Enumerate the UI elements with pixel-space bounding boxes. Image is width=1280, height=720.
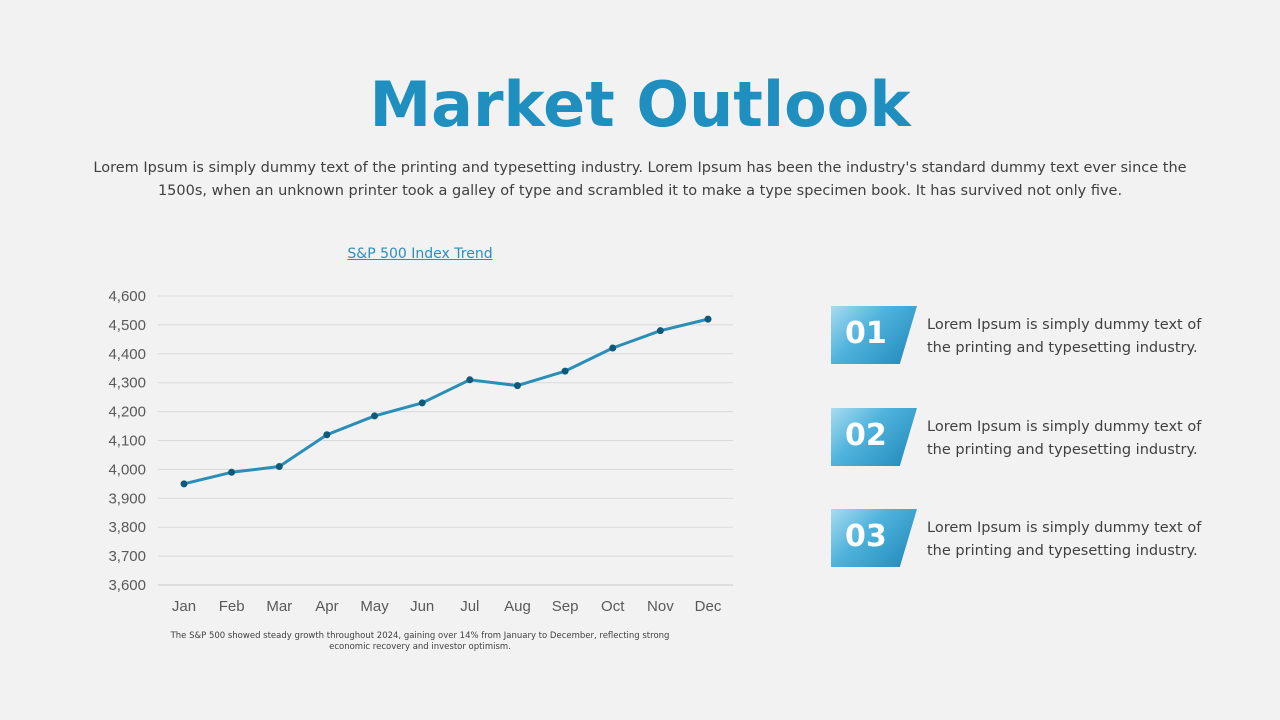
- data-point: [371, 412, 379, 420]
- x-tick-label: Dec: [695, 598, 722, 615]
- x-tick-label: Jul: [460, 598, 479, 615]
- y-tick-label: 3,700: [108, 548, 146, 565]
- y-tick-label: 4,600: [108, 288, 146, 305]
- chart-caption: The S&P 500 showed steady growth through…: [170, 631, 670, 652]
- number-badge: 03: [831, 509, 917, 567]
- x-tick-label: Oct: [601, 598, 625, 615]
- data-point: [513, 382, 521, 390]
- x-tick-label: Aug: [504, 598, 531, 615]
- y-tick-label: 4,200: [108, 404, 146, 421]
- number-badge: 01: [831, 306, 917, 364]
- data-point: [609, 344, 617, 352]
- x-tick-label: Mar: [266, 598, 292, 615]
- x-tick-label: May: [360, 598, 389, 615]
- y-tick-label: 3,600: [108, 577, 146, 594]
- data-point: [704, 315, 712, 323]
- x-tick-label: Nov: [647, 598, 674, 615]
- line-chart: 3,600 3,700 3,800 3,900 4,000 4,100 4,200 4,300…: [108, 288, 733, 615]
- data-point: [275, 463, 283, 471]
- y-tick-label: 4,400: [108, 346, 146, 363]
- y-tick-label: 3,800: [108, 519, 146, 536]
- data-point: [466, 376, 474, 384]
- number-badge: 02: [831, 408, 917, 466]
- x-tick-label: Jan: [172, 598, 196, 615]
- series-line: [183, 317, 709, 486]
- item-text: Lorem Ipsum is simply dummy text of the …: [927, 520, 1202, 559]
- chart-title[interactable]: S&P 500 Index Trend: [347, 246, 493, 262]
- data-point: [180, 480, 188, 488]
- item-text: Lorem Ipsum is simply dummy text of the …: [927, 317, 1202, 356]
- x-tick-label: Apr: [315, 598, 338, 615]
- y-tick-label: 4,100: [108, 433, 146, 450]
- item-text: Lorem Ipsum is simply dummy text of the …: [927, 419, 1202, 458]
- badge-number: 03: [845, 519, 887, 554]
- page-title: Market Outlook: [369, 68, 911, 141]
- data-point: [561, 367, 569, 375]
- data-point: [228, 468, 236, 476]
- list-item: 01 Lorem Ipsum is simply dummy text of t…: [831, 306, 1231, 364]
- x-tick-label: Feb: [219, 598, 245, 615]
- data-point: [656, 327, 664, 335]
- y-tick-label: 4,000: [108, 461, 146, 478]
- badge-number: 02: [845, 418, 887, 453]
- y-tick-label: 4,500: [108, 317, 146, 334]
- y-tick-label: 4,300: [108, 375, 146, 392]
- x-tick-label: Jun: [410, 598, 434, 615]
- list-item: 02 Lorem Ipsum is simply dummy text of t…: [831, 408, 1231, 466]
- y-tick-label: 3,900: [108, 490, 146, 507]
- badge-number: 01: [845, 316, 887, 351]
- x-tick-label: Sep: [552, 598, 579, 615]
- data-point: [418, 399, 426, 407]
- data-point: [323, 431, 331, 439]
- list-item: 03 Lorem Ipsum is simply dummy text of t…: [831, 509, 1231, 567]
- intro-text: Lorem Ipsum is simply dummy text of the …: [93, 160, 1187, 199]
